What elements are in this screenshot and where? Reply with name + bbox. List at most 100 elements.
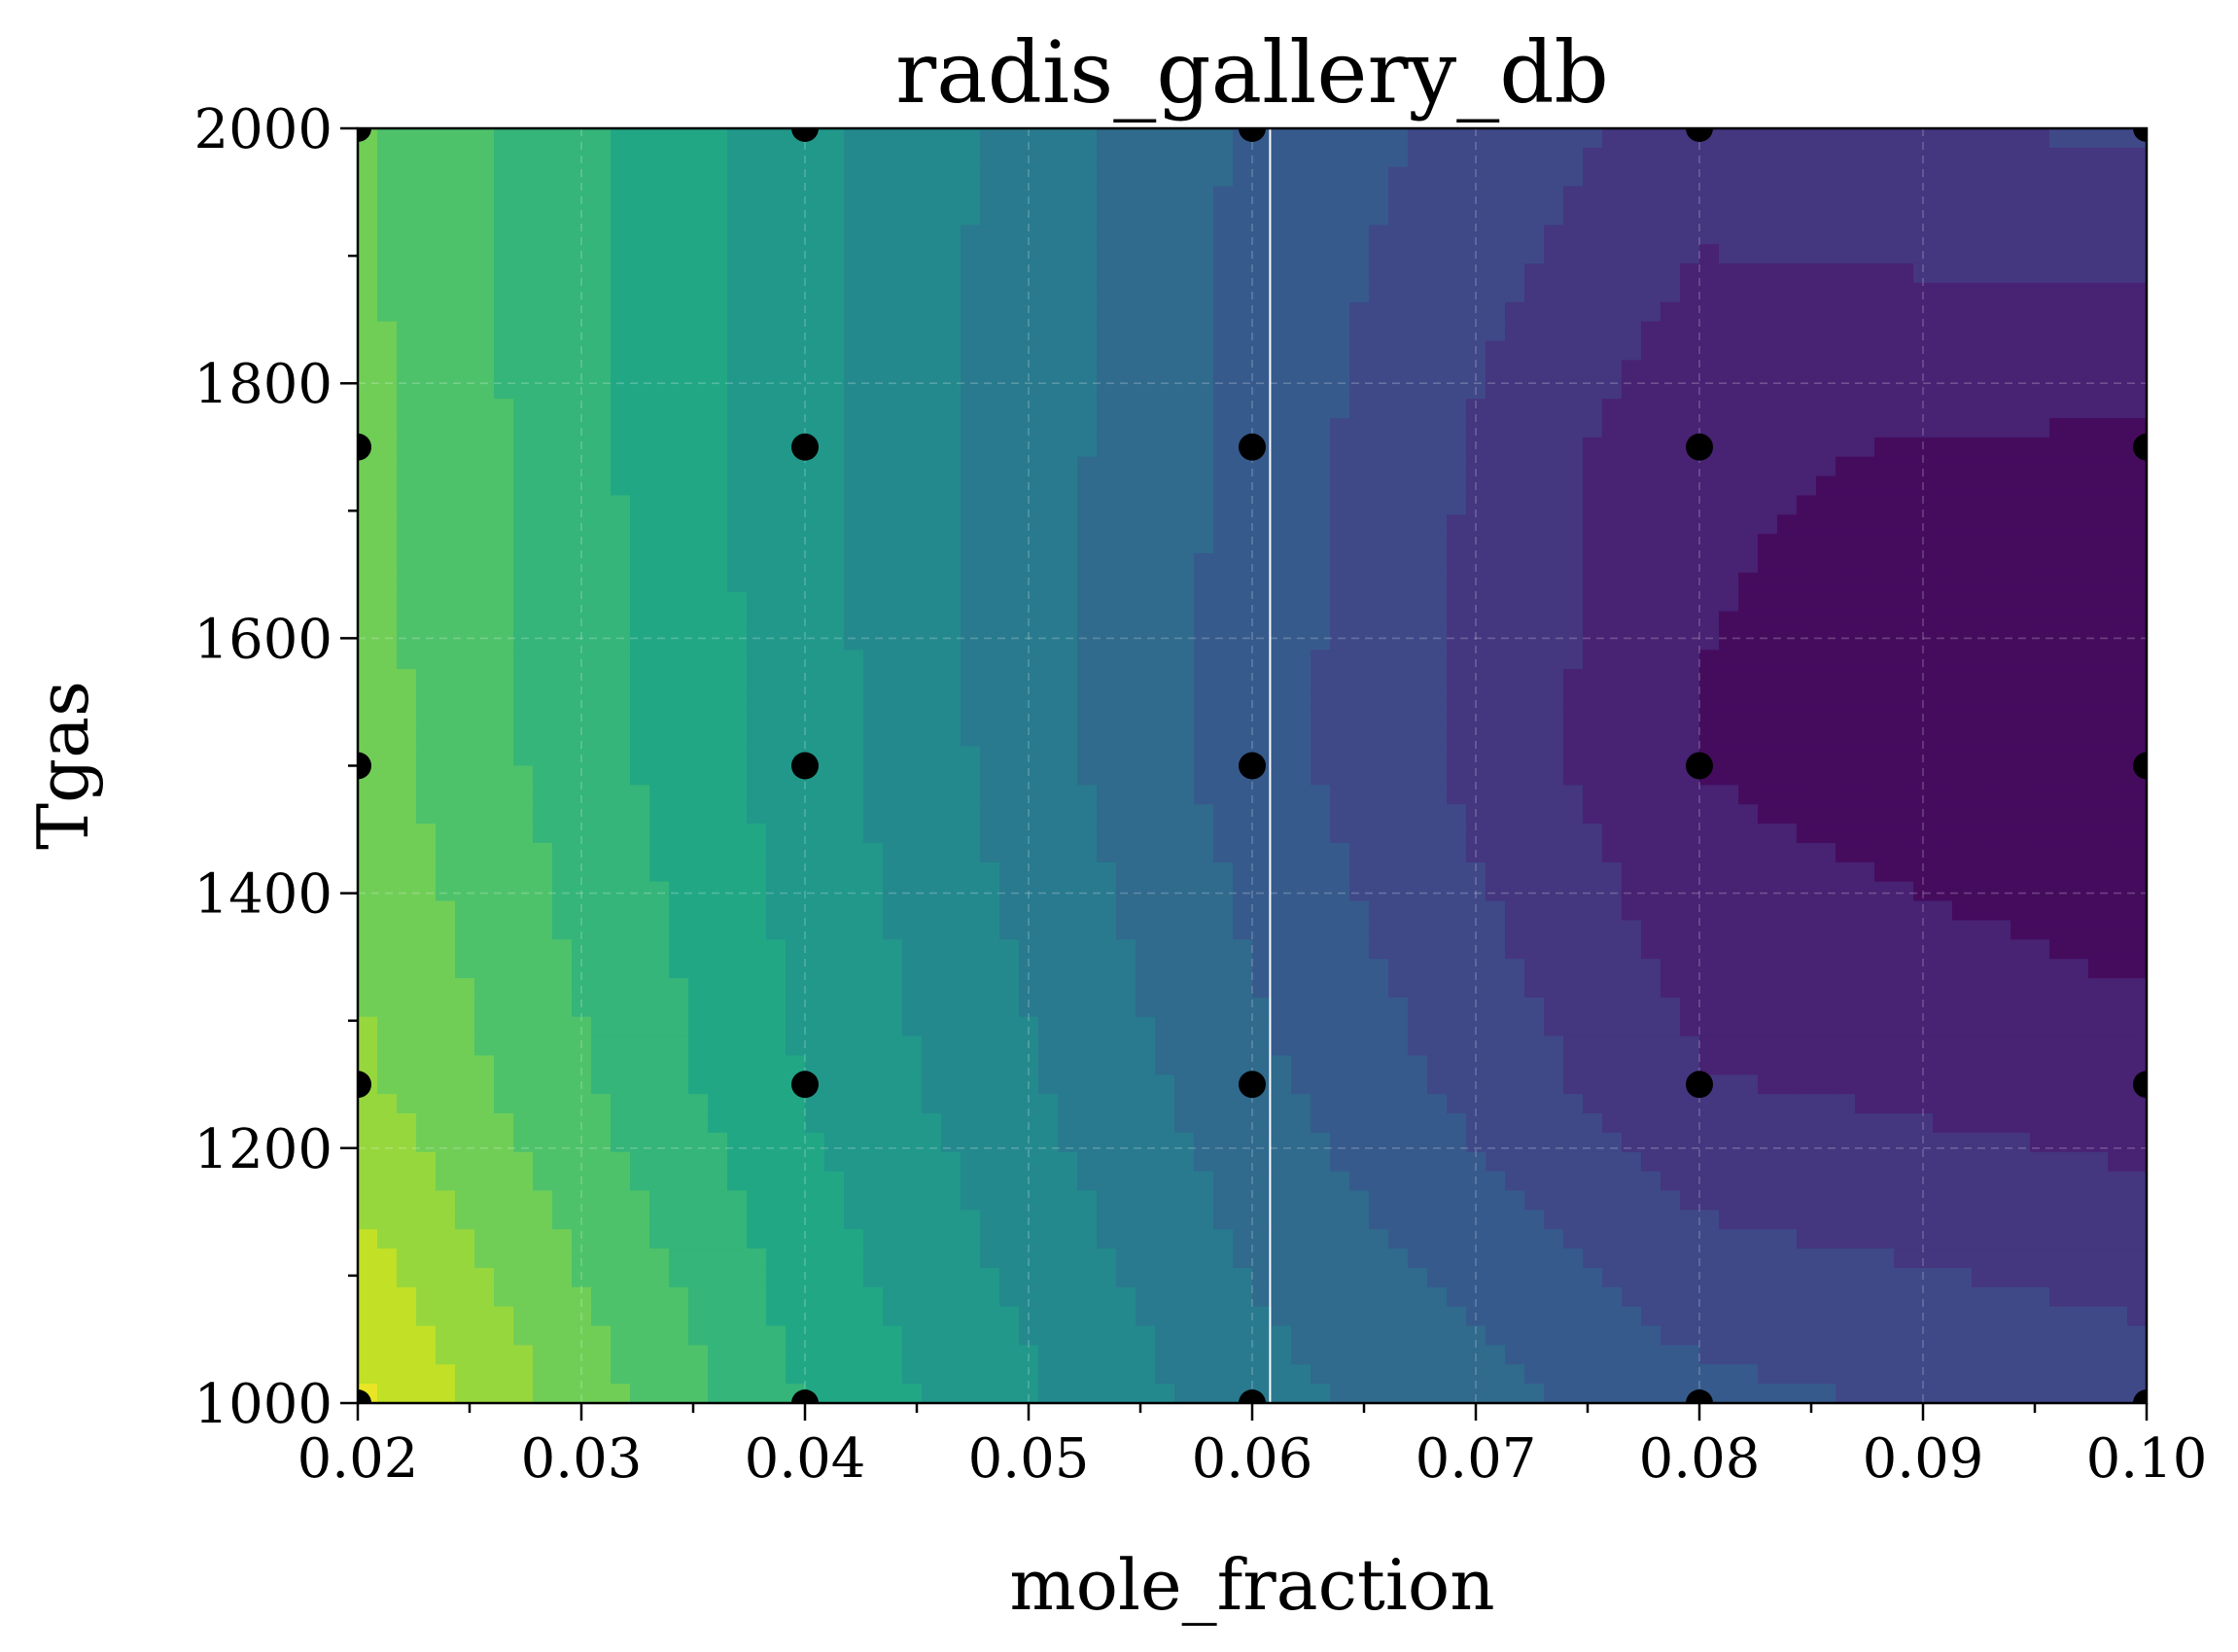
contour-cell (805, 630, 825, 651)
contour-cell (1427, 785, 1448, 806)
contour-cell (1213, 1094, 1234, 1114)
contour-cell (1602, 301, 1623, 323)
contour-cell (1972, 881, 1992, 902)
contour-cell (2011, 147, 2031, 168)
contour-cell (1661, 205, 1681, 227)
contour-cell (1933, 1036, 1953, 1057)
contour-cell (1038, 186, 1059, 207)
contour-cell (1194, 282, 1214, 303)
contour-cell (1038, 861, 1059, 883)
contour-cell (708, 417, 728, 439)
contour-cell (1155, 726, 1175, 748)
contour-cell (1622, 1094, 1642, 1114)
contour-cell (630, 166, 650, 188)
contour-cell (1758, 611, 1778, 632)
contour-cell (1233, 997, 1253, 1018)
contour-cell (1797, 785, 1817, 806)
contour-cell (1836, 746, 1856, 767)
contour-cell (1466, 842, 1486, 863)
contour-cell (1836, 861, 1856, 883)
contour-cell (786, 147, 806, 168)
contour-cell (1641, 861, 1661, 883)
contour-cell (1447, 650, 1467, 671)
contour-cell (727, 861, 748, 883)
contour-cell (961, 340, 981, 362)
contour-cell (1836, 765, 1856, 787)
contour-cell (1738, 920, 1759, 941)
contour-cell (1272, 1074, 1292, 1096)
contour-cell (883, 282, 903, 303)
contour-cell (1602, 669, 1623, 689)
contour-cell (591, 939, 612, 961)
contour-cell (1097, 301, 1117, 323)
contour-cell (1388, 726, 1409, 748)
contour-cell (1972, 900, 1992, 922)
contour-cell (1427, 475, 1448, 497)
contour-cell (2108, 264, 2128, 284)
contour-cell (1155, 669, 1175, 689)
contour-cell (688, 611, 709, 632)
contour-cell (1563, 978, 1584, 999)
contour-cell (1524, 534, 1545, 554)
contour-cell (1038, 920, 1059, 941)
contour-cell (533, 264, 553, 284)
contour-cell (1894, 669, 1914, 689)
contour-cell (1719, 650, 1739, 671)
contour-cell (1505, 650, 1525, 671)
contour-cell (1505, 205, 1525, 227)
contour-cell (1816, 978, 1836, 999)
contour-cell (591, 726, 612, 748)
contour-cell (1894, 688, 1914, 709)
contour-cell (1544, 128, 1564, 149)
contour-cell (1427, 920, 1448, 941)
contour-cell (669, 920, 689, 941)
contour-cell (513, 1113, 534, 1134)
contour-cell (1505, 765, 1525, 787)
contour-cell (1466, 630, 1486, 651)
contour-cell (727, 611, 748, 632)
contour-cell (416, 1094, 437, 1114)
contour-cell (533, 669, 553, 689)
contour-cell (1447, 630, 1467, 651)
contour-cell (999, 688, 1020, 709)
contour-cell (2049, 553, 2070, 574)
contour-cell (2011, 920, 2031, 941)
contour-cell (1349, 765, 1370, 787)
contour-cell (494, 534, 514, 554)
contour-cell (1155, 205, 1175, 227)
contour-cell (1563, 379, 1584, 400)
contour-cell (824, 301, 845, 323)
contour-cell (1116, 147, 1136, 168)
contour-cell (2127, 456, 2147, 477)
contour-cell (2030, 1036, 2050, 1057)
contour-cell (1583, 785, 1603, 806)
contour-cell (416, 186, 437, 207)
contour-cell (980, 456, 1000, 477)
contour-cell (2069, 1016, 2089, 1037)
contour-cell (513, 282, 534, 303)
contour-cell (1661, 456, 1681, 477)
contour-cell (1447, 495, 1467, 516)
contour-cell (397, 746, 417, 767)
contour-cell (688, 264, 709, 284)
contour-cell (1174, 456, 1195, 477)
contour-cell (727, 553, 748, 574)
contour-cell (1213, 572, 1234, 593)
contour-cell (1058, 978, 1078, 999)
contour-cell (416, 688, 437, 709)
contour-cell (2127, 1132, 2147, 1153)
contour-cell (1097, 824, 1117, 844)
contour-cell (1680, 147, 1700, 168)
contour-cell (591, 804, 612, 825)
contour-cell (688, 785, 709, 806)
contour-cell (1349, 726, 1370, 748)
contour-cell (2127, 147, 2147, 168)
contour-cell (1408, 360, 1428, 381)
contour-cell (1388, 399, 1409, 419)
contour-cell (883, 591, 903, 613)
contour-cell (941, 630, 962, 651)
contour-cell (824, 225, 845, 246)
contour-cell (805, 1055, 825, 1076)
contour-cell (669, 128, 689, 149)
contour-cell (1505, 881, 1525, 902)
